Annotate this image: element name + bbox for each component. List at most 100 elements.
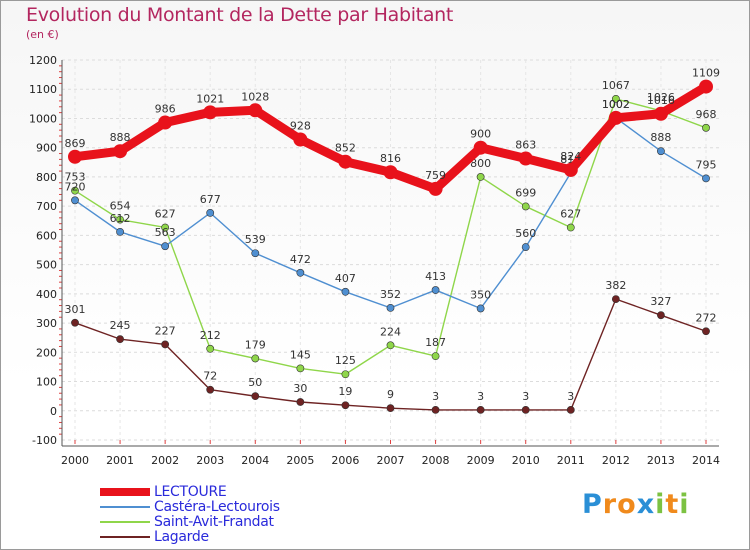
x-tick-label: 2014 xyxy=(692,454,720,467)
data-point xyxy=(386,404,395,413)
data-point xyxy=(338,154,353,169)
y-tick-label: 1100 xyxy=(29,83,57,96)
data-point xyxy=(206,208,215,217)
legend-label: Saint-Avit-Frandat xyxy=(154,513,274,530)
data-label: 1002 xyxy=(602,98,630,111)
data-point xyxy=(428,181,443,196)
data-point xyxy=(341,370,350,379)
data-label: 301 xyxy=(65,303,86,316)
data-point xyxy=(702,123,710,132)
data-label: 986 xyxy=(155,103,176,116)
data-label: 968 xyxy=(696,108,717,121)
legend-swatch xyxy=(100,505,150,508)
data-point xyxy=(71,196,79,205)
data-label: 539 xyxy=(245,233,266,246)
data-label: 852 xyxy=(335,142,356,155)
data-label: 795 xyxy=(696,158,717,171)
data-point xyxy=(476,304,485,313)
data-label: 187 xyxy=(425,336,446,349)
data-label: 753 xyxy=(65,171,86,184)
data-point xyxy=(699,79,713,94)
legend-label: Lagarde xyxy=(154,528,209,545)
x-tick-label: 2011 xyxy=(557,454,585,467)
data-label: 928 xyxy=(290,120,311,133)
data-label: 407 xyxy=(335,272,356,285)
data-point xyxy=(296,398,305,406)
y-tick-label: 600 xyxy=(36,229,57,242)
data-label: 224 xyxy=(380,325,401,338)
data-label: 30 xyxy=(293,382,307,395)
legend-swatch xyxy=(100,535,150,538)
data-label: 272 xyxy=(696,311,717,324)
data-label: 1028 xyxy=(241,90,269,103)
data-point xyxy=(158,115,173,130)
data-point xyxy=(161,242,170,251)
x-tick-label: 2002 xyxy=(151,454,179,467)
data-label: 72 xyxy=(203,370,217,383)
y-tick-label: 1200 xyxy=(29,54,57,67)
data-label: 627 xyxy=(155,207,176,220)
data-point xyxy=(653,106,668,121)
data-point xyxy=(251,392,260,401)
data-label: 1067 xyxy=(602,79,630,92)
x-tick-label: 2005 xyxy=(286,454,314,467)
y-tick-label: 100 xyxy=(36,376,57,389)
legend-item: Lagarde xyxy=(100,528,280,545)
logo-letter: t xyxy=(665,489,680,520)
data-label: 352 xyxy=(380,288,401,301)
data-point xyxy=(386,303,395,312)
data-point xyxy=(476,173,485,181)
data-label: 227 xyxy=(155,324,176,337)
chart-title: Evolution du Montant de la Dette par Hab… xyxy=(26,4,454,26)
data-label: 472 xyxy=(290,253,311,266)
data-label: 9 xyxy=(387,388,394,401)
legend-swatch xyxy=(100,487,150,496)
data-label: 563 xyxy=(155,226,176,239)
data-label: 245 xyxy=(110,319,131,332)
data-label: 888 xyxy=(650,131,671,144)
logo-letter: i xyxy=(655,489,666,520)
x-tick-label: 2006 xyxy=(331,454,359,467)
data-label: 560 xyxy=(515,227,536,240)
data-label: 1002 xyxy=(602,98,630,111)
x-tick-label: 2008 xyxy=(422,454,450,467)
data-point xyxy=(518,151,533,166)
data-label: 654 xyxy=(110,200,131,213)
data-point xyxy=(657,311,665,320)
data-point xyxy=(431,352,440,361)
data-label: 145 xyxy=(290,348,311,361)
data-point xyxy=(71,186,79,195)
data-label: 900 xyxy=(470,128,491,141)
data-label: 212 xyxy=(200,329,221,342)
logo-letter: i xyxy=(679,489,690,520)
data-label: 1109 xyxy=(692,67,720,80)
data-point xyxy=(341,401,350,410)
logo-letter: r xyxy=(602,489,618,520)
data-point xyxy=(431,405,440,414)
x-tick-label: 2000 xyxy=(61,454,89,467)
data-label: 350 xyxy=(470,288,491,301)
data-label: 677 xyxy=(200,193,221,206)
data-label: 19 xyxy=(338,385,352,398)
data-point xyxy=(608,110,623,125)
data-point xyxy=(113,144,128,159)
legend-item: Saint-Avit-Frandat xyxy=(100,513,280,530)
y-tick-label: 0 xyxy=(50,405,57,418)
data-point xyxy=(566,405,575,414)
data-point xyxy=(251,354,260,363)
data-label: 3 xyxy=(522,390,529,403)
data-point xyxy=(521,405,530,414)
data-point xyxy=(161,340,170,349)
x-tick-label: 2013 xyxy=(647,454,675,467)
data-label: 3 xyxy=(567,390,574,403)
x-tick-label: 2001 xyxy=(106,454,134,467)
logo-letter: o xyxy=(617,489,637,520)
data-point xyxy=(611,94,620,103)
data-point xyxy=(293,132,308,147)
data-label: 3 xyxy=(477,390,484,403)
data-label: 1016 xyxy=(647,94,675,107)
y-tick-label: 700 xyxy=(36,200,57,213)
data-label: 1021 xyxy=(196,92,224,105)
